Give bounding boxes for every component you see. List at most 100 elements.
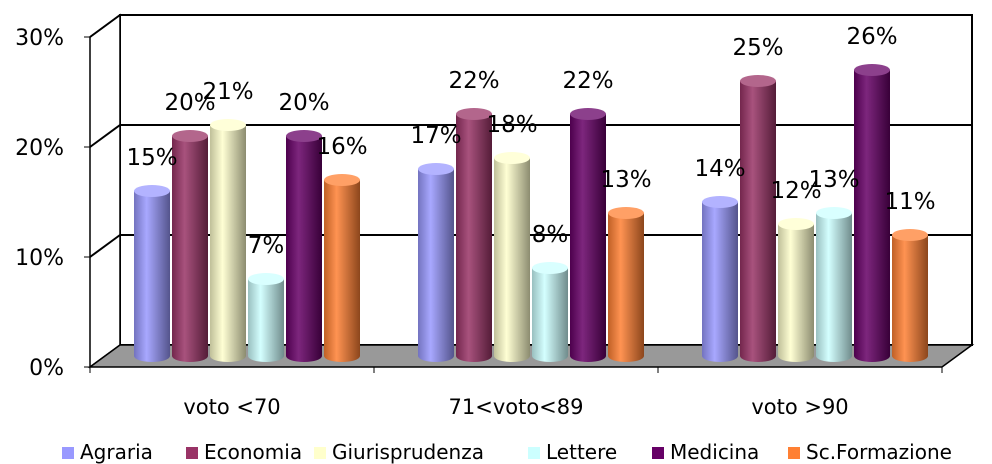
bar-top: [210, 119, 246, 131]
data-label: 21%: [202, 79, 253, 105]
bar-body: [494, 158, 530, 362]
bar-body: [286, 136, 322, 362]
data-label: 22%: [448, 68, 499, 94]
bar-top: [570, 108, 606, 120]
bar: [778, 218, 814, 362]
data-label: 14%: [694, 156, 745, 182]
bar-body: [816, 213, 852, 362]
gridline: [89, 234, 121, 258]
side-wall: [89, 13, 121, 369]
bar-top: [608, 207, 644, 219]
legend-item: Economia: [186, 440, 302, 464]
xtick-label: 71<voto<89: [449, 395, 584, 419]
data-label: 25%: [732, 35, 783, 61]
bar-top: [134, 185, 170, 197]
bar-body: [608, 213, 644, 362]
legend-swatch: [652, 447, 664, 459]
legend-swatch: [186, 447, 198, 459]
data-label: 13%: [808, 167, 859, 193]
data-labels: 15%20%21%7%20%16% 17%22%18%8%22%13% 14%25%…: [126, 24, 935, 259]
bar: [532, 262, 568, 362]
legend-swatch: [788, 447, 800, 459]
bar-body: [324, 180, 360, 362]
bar-body: [210, 125, 246, 362]
bar-top: [172, 130, 208, 142]
data-label: 16%: [316, 134, 367, 160]
bar-top: [816, 207, 852, 219]
data-label: 20%: [164, 90, 215, 116]
data-label: 15%: [126, 145, 177, 171]
bar-body: [172, 136, 208, 362]
gridline: [89, 14, 121, 38]
legend-item: Medicina: [652, 440, 759, 464]
data-label: 7%: [248, 233, 285, 259]
bar-body: [456, 114, 492, 362]
legend-label: Economia: [204, 440, 302, 464]
bar-body: [892, 235, 928, 362]
bar: [286, 130, 322, 362]
bar: [702, 196, 738, 362]
bar: [740, 75, 776, 362]
ytick-label: 20%: [15, 136, 64, 161]
bar-body: [570, 114, 606, 362]
bar-top: [418, 163, 454, 175]
bar-body: [248, 279, 284, 362]
bar: [418, 163, 454, 362]
data-label: 26%: [846, 24, 897, 50]
bar-body: [702, 202, 738, 362]
bar-top: [456, 108, 492, 120]
bar-body: [134, 191, 170, 362]
bar-top: [286, 130, 322, 142]
legend-label: Agraria: [80, 440, 153, 464]
bar: [134, 185, 170, 362]
data-label: 22%: [562, 68, 613, 94]
legend-label: Medicina: [670, 440, 759, 464]
bar-body: [418, 169, 454, 362]
data-label: 17%: [410, 123, 461, 149]
legend-swatch: [314, 447, 326, 459]
bar: [816, 207, 852, 362]
data-label: 8%: [532, 222, 569, 248]
ytick-label: 0%: [29, 356, 64, 381]
bar-top: [494, 152, 530, 164]
legend-label: Giurisprudenza: [332, 440, 484, 464]
bar-top: [854, 64, 890, 76]
bar-body: [854, 70, 890, 362]
bars: [134, 64, 928, 362]
bar: [172, 130, 208, 362]
legend: Agraria Economia Giurisprudenza Lettere Medi…: [62, 440, 952, 464]
data-label: 20%: [278, 90, 329, 116]
bar: [248, 273, 284, 362]
bar-top: [324, 174, 360, 186]
ytick-label: 10%: [15, 246, 64, 271]
xtick-label: voto >90: [751, 395, 848, 419]
legend-label: Sc.Formazione: [806, 440, 952, 464]
bar-top: [892, 229, 928, 241]
bar-body: [532, 268, 568, 362]
data-label: 12%: [770, 178, 821, 204]
legend-swatch: [528, 447, 540, 459]
legend-item: Agraria: [62, 440, 153, 464]
legend-item: Sc.Formazione: [788, 440, 952, 464]
bar: [854, 64, 890, 362]
bar: [494, 152, 530, 362]
bar-top: [532, 262, 568, 274]
bar: [892, 229, 928, 362]
data-label: 18%: [486, 112, 537, 138]
bar-top: [702, 196, 738, 208]
bar-body: [778, 224, 814, 362]
bar: [324, 174, 360, 362]
gridline: [89, 124, 121, 148]
bar: [456, 108, 492, 362]
data-label: 11%: [884, 189, 935, 215]
ytick-label: 30%: [15, 26, 64, 51]
xtick-label: voto <70: [183, 395, 280, 419]
legend-item: Giurisprudenza: [314, 440, 484, 464]
legend-label: Lettere: [546, 440, 617, 464]
bar: [210, 119, 246, 362]
legend-item: Lettere: [528, 440, 617, 464]
bar-top: [778, 218, 814, 230]
bar-body: [740, 81, 776, 362]
legend-swatch: [62, 447, 74, 459]
